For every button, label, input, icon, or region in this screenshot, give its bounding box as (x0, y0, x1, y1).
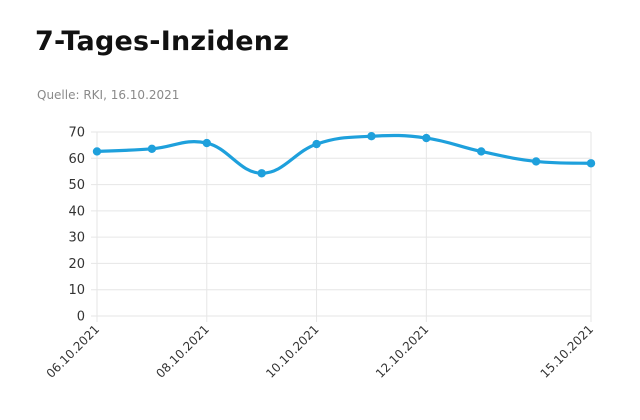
data-point[interactable] (477, 147, 486, 156)
series-line (95, 133, 593, 175)
data-point[interactable] (312, 139, 321, 149)
x-tick-label: 08.10.2021 (153, 322, 211, 380)
y-tick-label: 50 (68, 178, 85, 193)
data-point[interactable] (257, 169, 266, 178)
y-tick-label: 10 (68, 283, 85, 298)
y-tick-label: 20 (68, 257, 85, 272)
y-tick-label: 40 (68, 204, 85, 219)
data-point[interactable] (202, 138, 211, 148)
data-point[interactable] (367, 132, 376, 141)
data-point[interactable] (531, 157, 541, 166)
chart-title: 7-Tages-Inzidenz (35, 26, 290, 57)
data-point[interactable] (422, 133, 431, 143)
data-point[interactable] (586, 159, 596, 168)
x-tick-label: 06.10.2021 (44, 322, 102, 380)
data-point[interactable] (92, 147, 102, 156)
data-point[interactable] (147, 144, 157, 154)
x-tick-label: 15.10.2021 (538, 322, 596, 380)
y-axis-ticks: 0 10 20 30 40 50 60 70 (68, 126, 85, 325)
x-axis-ticks: 06.10.2021 08.10.2021 10.10.2021 12.10.2021… (44, 322, 596, 380)
x-tick-label: 12.10.2021 (373, 322, 431, 380)
chart-series (92, 132, 596, 178)
x-tick-label: 10.10.2021 (263, 322, 321, 380)
chart-grid (91, 131, 592, 322)
y-tick-label: 70 (68, 126, 85, 141)
y-tick-label: 0 (77, 310, 85, 325)
y-tick-label: 60 (68, 152, 85, 167)
chart-source: Quelle: RKI, 16.10.2021 (37, 88, 180, 102)
y-tick-label: 30 (68, 231, 85, 246)
